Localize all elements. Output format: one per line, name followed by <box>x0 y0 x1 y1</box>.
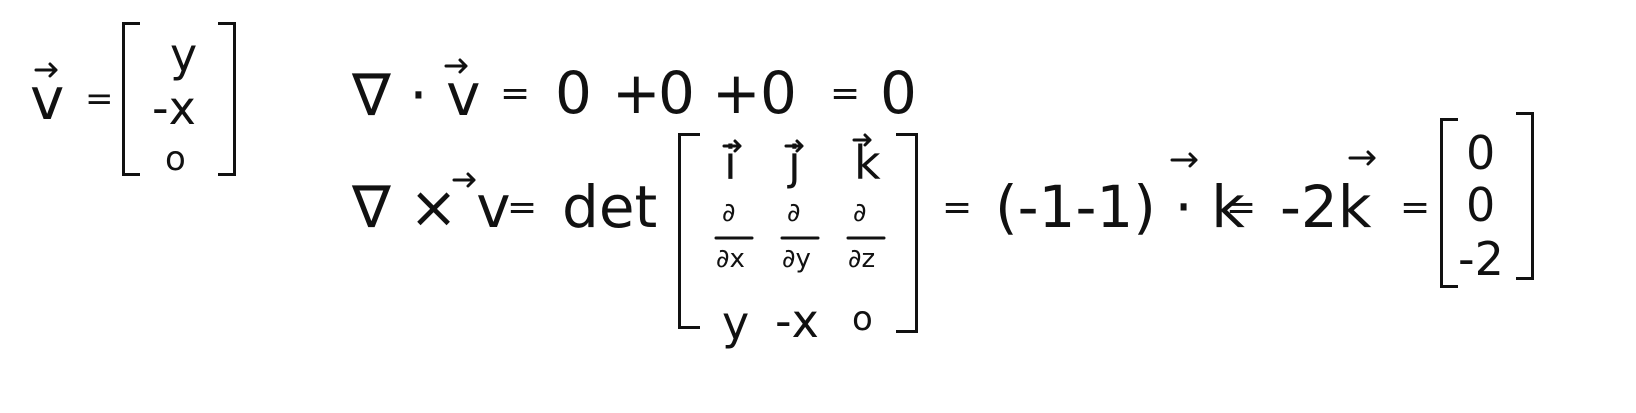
divergence-plus-1: + <box>612 59 661 127</box>
curl-matrix-neg-x: -x <box>775 294 819 348</box>
result-vector-entry-1: 0 <box>1466 126 1496 180</box>
curl-matrix-left-bracket <box>678 133 700 329</box>
divergence-plus-2: + <box>712 59 761 127</box>
curl-matrix-o: o <box>852 299 873 339</box>
curl-matrix-dy-num: ∂ <box>787 198 801 228</box>
divergence-result: 0 <box>880 59 917 127</box>
curl-expression: (-1-1) · k <box>995 173 1245 241</box>
vector-def-entry-3: o <box>165 139 186 179</box>
curl-matrix-dy-den: ∂y <box>782 244 811 274</box>
curl-equals-4: = <box>1400 187 1431 228</box>
arrow-icon <box>452 172 476 188</box>
curl-equals-3: = <box>1226 187 1257 228</box>
vector-v-symbol: v <box>30 65 65 133</box>
curl-lhs: ∇ × v <box>352 173 511 241</box>
arrow-icon <box>444 58 468 74</box>
curl-equals-1: = <box>507 187 538 228</box>
vector-def-equals: = <box>85 79 114 119</box>
curl-det-label: det <box>562 173 658 241</box>
divergence-equals-1: = <box>500 73 531 114</box>
curl-matrix-dz-num: ∂ <box>853 198 867 228</box>
curl-matrix-dx-num: ∂ <box>722 198 736 228</box>
arrow-icon <box>34 62 58 78</box>
curl-matrix-dx-den: ∂x <box>716 244 745 274</box>
curl-matrix-right-bracket <box>896 133 918 333</box>
arrow-icon <box>1348 150 1376 166</box>
curl-matrix-y: y <box>722 296 750 350</box>
curl-matrix-k: k <box>854 136 881 190</box>
divergence-equals-2: = <box>830 73 861 114</box>
curl-equals-2: = <box>942 187 973 228</box>
divergence-term-3: 0 <box>760 59 797 127</box>
result-vector-right-bracket <box>1516 112 1534 280</box>
divergence-term-1: 0 <box>555 59 592 127</box>
arrow-icon <box>784 139 804 153</box>
vector-def-entry-1: y <box>170 28 198 82</box>
vector-def-left-bracket <box>122 22 140 176</box>
curl-matrix-dz-den: ∂z <box>848 244 876 274</box>
arrow-icon <box>1170 152 1198 168</box>
result-vector-left-bracket <box>1440 118 1458 288</box>
arrow-icon <box>722 139 742 153</box>
vector-def-entry-2: -x <box>152 81 196 135</box>
divergence-lhs: ∇ · v <box>352 61 481 129</box>
result-vector-entry-3: -2 <box>1458 232 1504 286</box>
result-vector-entry-2: 0 <box>1466 178 1496 232</box>
divergence-term-2: 0 <box>658 59 695 127</box>
curl-simplified: -2k <box>1280 173 1372 241</box>
arrow-icon <box>852 133 872 147</box>
vector-def-right-bracket <box>218 22 236 176</box>
